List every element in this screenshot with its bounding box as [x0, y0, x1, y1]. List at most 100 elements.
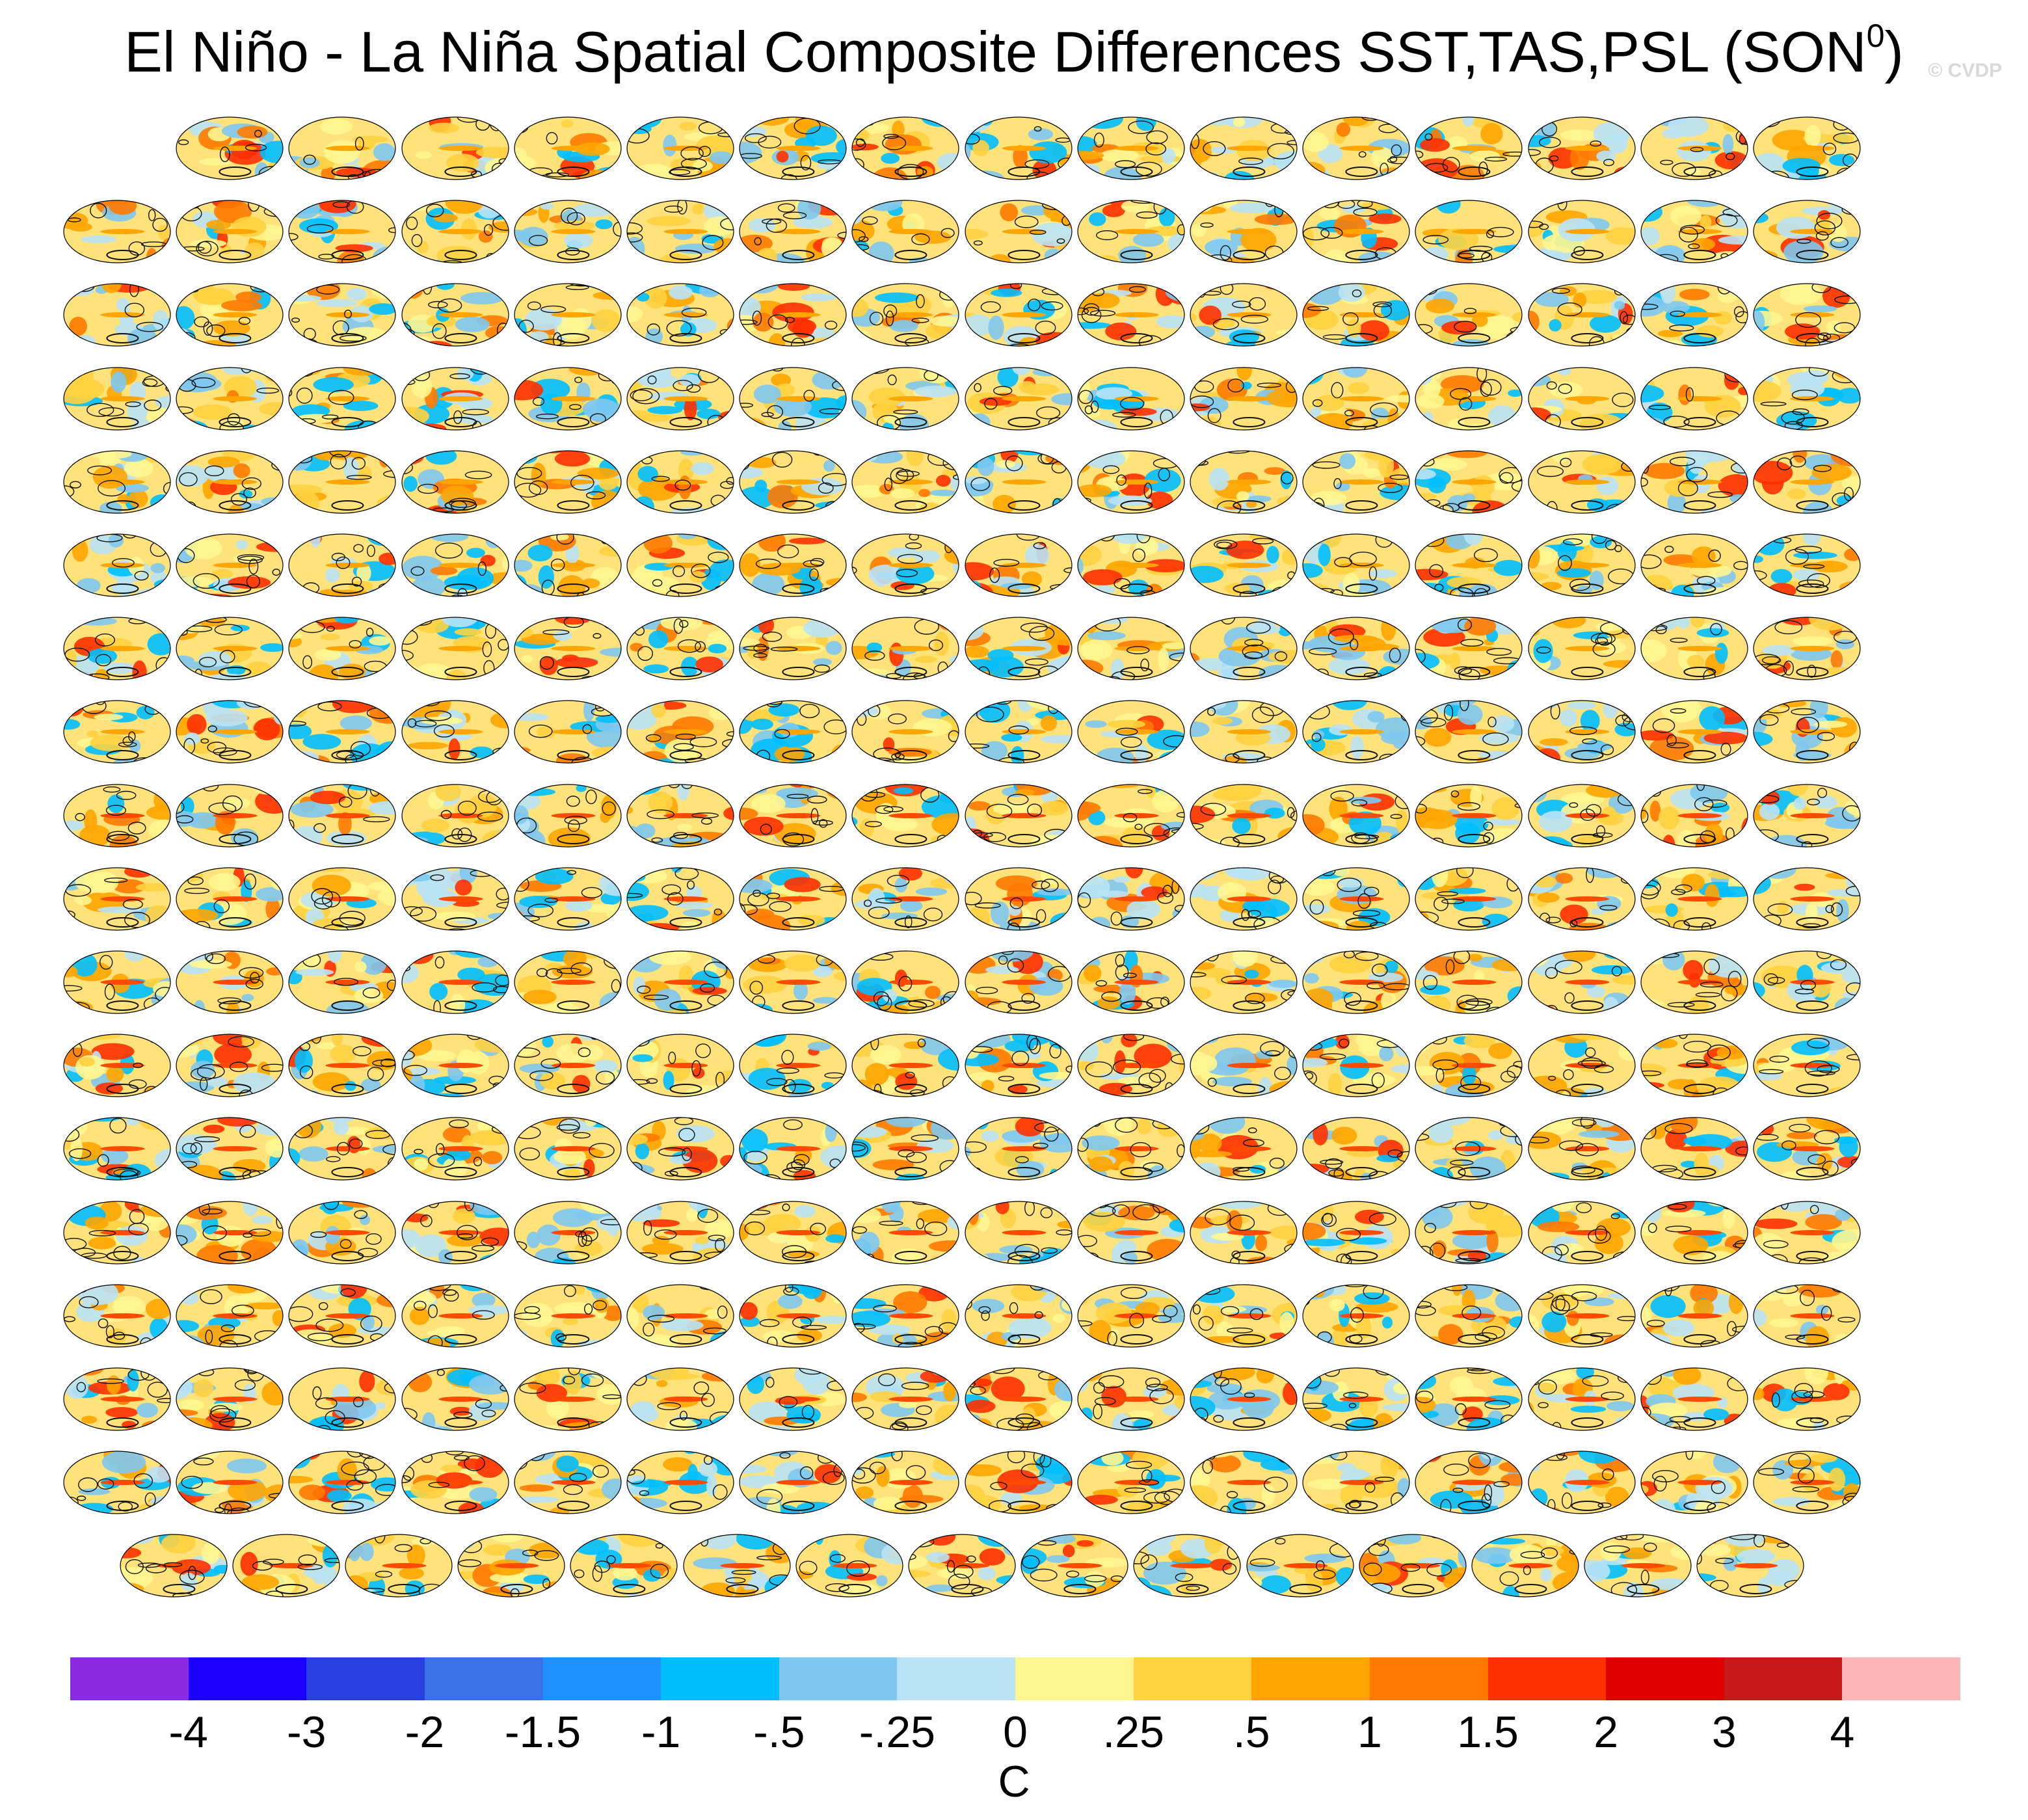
map-panel — [287, 116, 397, 181]
colorbar-tick-label: -3 — [287, 1707, 327, 1757]
map-panel — [1752, 282, 1861, 347]
map-panel — [626, 616, 735, 681]
map-panel — [287, 449, 397, 515]
map-panel — [1076, 282, 1186, 347]
map-panel — [626, 1283, 735, 1348]
map-panel — [344, 1533, 453, 1598]
map-panel — [513, 1200, 622, 1265]
map-panel — [1752, 116, 1861, 181]
map-panel — [1696, 1533, 1805, 1598]
map-panel — [1301, 1283, 1411, 1348]
colorbar-tick-label: 0 — [1003, 1707, 1028, 1757]
map-panel — [513, 1450, 622, 1515]
map-panel — [1189, 1033, 1298, 1098]
colorbar-box — [1133, 1657, 1252, 1700]
map-panel — [738, 1033, 847, 1098]
colorbar-tick-label: -1 — [641, 1707, 681, 1757]
map-panel — [1076, 1116, 1186, 1181]
map-panel — [1076, 1283, 1186, 1348]
map-panel — [287, 1283, 397, 1348]
map-panel — [1527, 116, 1636, 181]
chart-title: El Niño - La Niña Spatial Composite Diff… — [0, 13, 2028, 91]
map-panel — [851, 783, 960, 848]
map-panel — [1527, 533, 1636, 598]
map-panel — [1640, 783, 1749, 848]
map-panel — [1527, 866, 1636, 931]
map-panel — [626, 950, 735, 1015]
map-panel — [1414, 199, 1523, 264]
map-panel — [1301, 950, 1411, 1015]
map-panel — [1301, 366, 1411, 431]
map-panel — [738, 866, 847, 931]
map-panel — [401, 366, 510, 431]
map-panel — [1527, 699, 1636, 764]
map-panel — [1527, 282, 1636, 347]
map-panel — [1414, 783, 1523, 848]
map-panel — [62, 282, 172, 347]
map-panel — [964, 366, 1073, 431]
map-panel — [513, 950, 622, 1015]
map-panel — [62, 616, 172, 681]
map-panel — [1076, 699, 1186, 764]
map-panel — [851, 1200, 960, 1265]
map-panel — [1527, 366, 1636, 431]
map-panel — [1640, 533, 1749, 598]
map-panel — [175, 1033, 284, 1098]
map-panel — [401, 1283, 510, 1348]
map-panel — [513, 616, 622, 681]
title-superscript: 0 — [1866, 18, 1885, 54]
map-panel — [964, 866, 1073, 931]
map-panel — [1358, 1533, 1467, 1598]
map-panel — [964, 1367, 1073, 1432]
map-panel — [287, 199, 397, 264]
map-panel — [851, 1116, 960, 1181]
map-panel — [513, 783, 622, 848]
map-panel — [175, 366, 284, 431]
map-panel — [964, 699, 1073, 764]
map-panel — [738, 116, 847, 181]
map-panel — [1752, 1450, 1861, 1515]
map-panel — [1752, 199, 1861, 264]
map-panel — [1414, 1033, 1523, 1098]
map-panel — [513, 116, 622, 181]
map-panel — [513, 449, 622, 515]
colorbar-tick-label: -.25 — [859, 1707, 935, 1757]
colorbar-tick-label: 1.5 — [1457, 1707, 1519, 1757]
map-panel — [1752, 950, 1861, 1015]
map-panel — [513, 533, 622, 598]
map-panel — [851, 282, 960, 347]
map-panel — [401, 616, 510, 681]
map-panel — [1301, 282, 1411, 347]
map-panel — [851, 699, 960, 764]
map-panel — [513, 1283, 622, 1348]
map-panel — [738, 699, 847, 764]
map-panel — [1752, 1033, 1861, 1098]
map-panel — [1301, 116, 1411, 181]
map-panel — [62, 449, 172, 515]
panel-grid — [62, 116, 1861, 1598]
map-panel — [287, 950, 397, 1015]
map-panel — [1640, 699, 1749, 764]
map-panel — [851, 866, 960, 931]
map-panel — [1414, 1283, 1523, 1348]
map-panel — [513, 1033, 622, 1098]
map-panel — [401, 1450, 510, 1515]
map-panel — [964, 1200, 1073, 1265]
map-panel — [287, 1116, 397, 1181]
map-panel — [1527, 1283, 1636, 1348]
map-panel — [1527, 783, 1636, 848]
map-panel — [1752, 699, 1861, 764]
map-panel — [62, 533, 172, 598]
map-panel — [287, 366, 397, 431]
map-panel — [401, 1200, 510, 1265]
map-panel — [964, 449, 1073, 515]
map-panel — [851, 1367, 960, 1432]
map-panel — [1640, 116, 1749, 181]
colorbar-box — [1606, 1657, 1724, 1700]
colorbar-box — [661, 1657, 779, 1700]
map-panel — [1640, 199, 1749, 264]
map-panel — [851, 199, 960, 264]
map-panel — [1471, 1533, 1580, 1598]
map-panel — [1527, 1450, 1636, 1515]
colorbar-box — [1724, 1657, 1843, 1700]
